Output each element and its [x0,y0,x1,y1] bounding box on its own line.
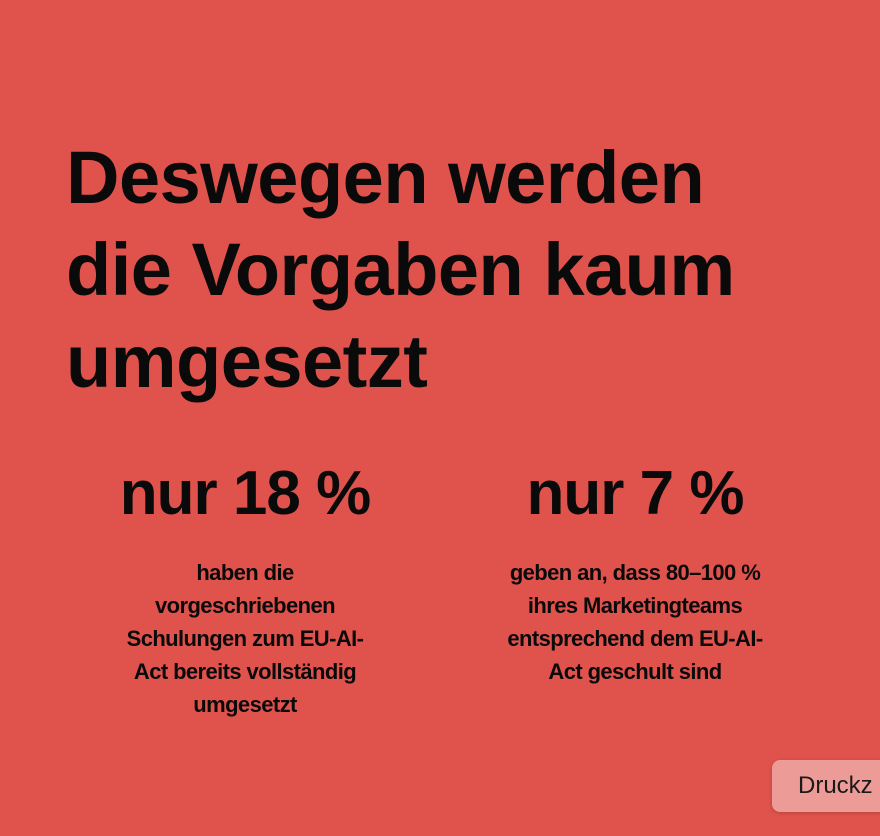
stat-description: haben die vorgeschriebenen Schulungen zu… [55,556,435,721]
desc-line: haben die [196,560,294,585]
desc-line: umgesetzt [193,692,297,717]
desc-line: Schulungen zum EU-AI- [126,626,364,651]
stat-description: geben an, dass 80–100 % ihres Marketingt… [445,556,825,688]
stat-block-18-percent: nur 18 % haben die vorgeschriebenen Schu… [55,458,435,721]
desc-line: Act geschult sind [548,659,722,684]
slide-title: Deswegen werden die Vorgaben kaum umgese… [66,132,735,408]
desc-line: vorgeschriebenen [155,593,336,618]
stat-value: nur 7 % [526,459,745,528]
stat-value: nur 18 % [119,459,371,528]
title-line: umgesetzt [66,320,428,403]
title-line: Deswegen werden [66,136,705,219]
desc-line: Act bereits vollständig [133,659,357,684]
desc-line: ihres Marketingteams [527,593,743,618]
desc-line: entsprechend dem EU-AI- [507,626,763,651]
stat-block-7-percent: nur 7 % geben an, dass 80–100 % ihres Ma… [445,458,825,688]
print-tooltip-button[interactable]: Druckz [772,760,880,812]
desc-line: geben an, dass 80–100 % [509,560,761,585]
tooltip-label: Druckz [798,772,873,799]
title-line: die Vorgaben kaum [66,228,735,311]
